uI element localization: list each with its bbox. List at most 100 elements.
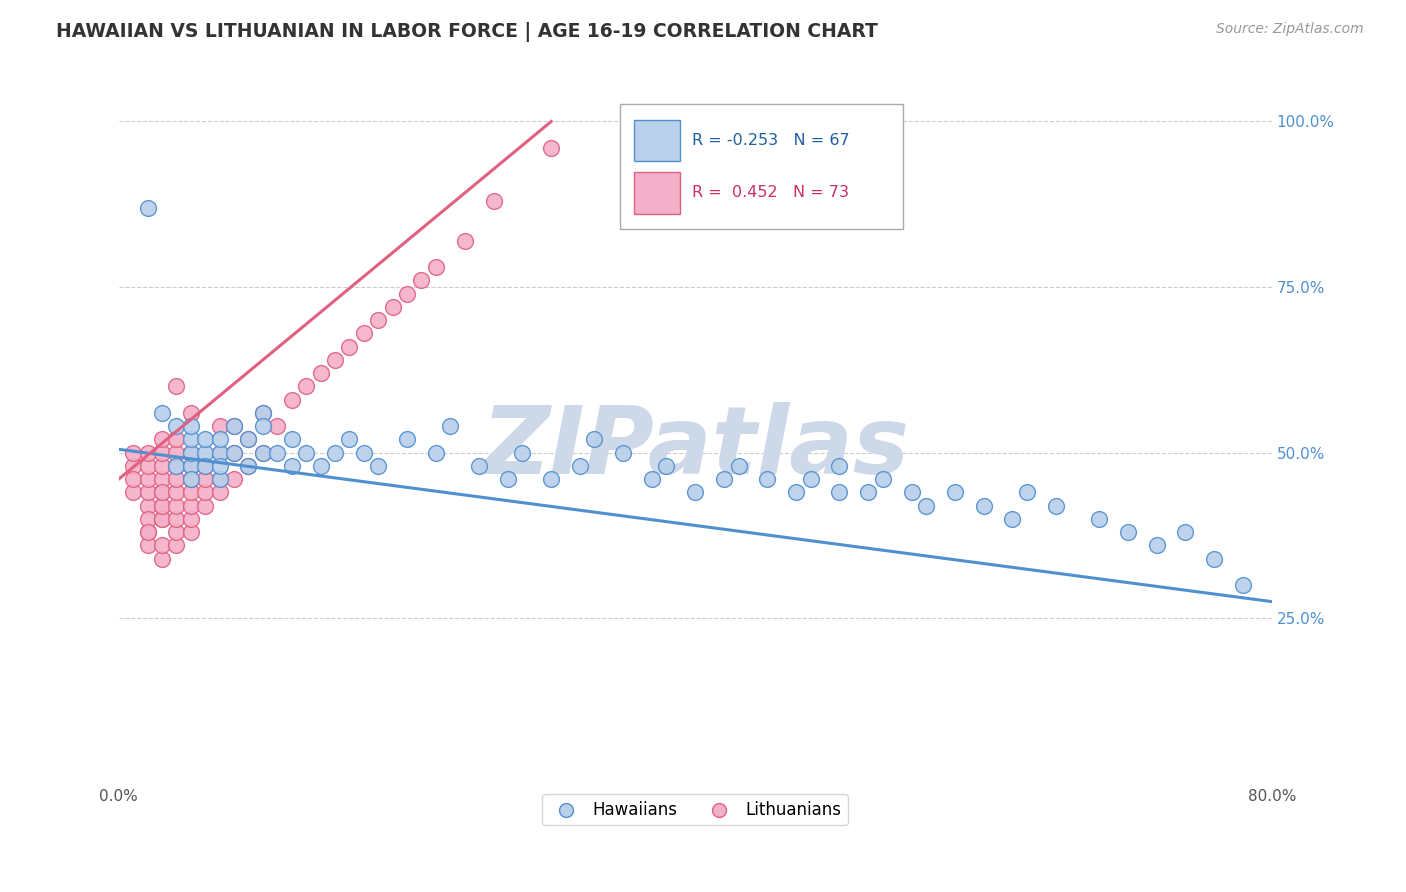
Point <box>150 445 173 459</box>
Point <box>280 458 302 473</box>
Point <box>136 485 159 500</box>
Point <box>136 512 159 526</box>
Point <box>208 445 231 459</box>
Point <box>150 512 173 526</box>
Point <box>180 458 202 473</box>
Point <box>381 300 404 314</box>
Point <box>323 352 346 367</box>
Point <box>1174 525 1197 540</box>
Point <box>540 472 562 486</box>
Point <box>238 458 260 473</box>
Point <box>641 472 664 486</box>
Point <box>828 485 851 500</box>
Point <box>165 458 187 473</box>
Point <box>900 485 922 500</box>
Point <box>180 458 202 473</box>
Point <box>266 419 288 434</box>
Point <box>165 458 187 473</box>
Text: HAWAIIAN VS LITHUANIAN IN LABOR FORCE | AGE 16-19 CORRELATION CHART: HAWAIIAN VS LITHUANIAN IN LABOR FORCE | … <box>56 22 879 42</box>
Point <box>122 458 145 473</box>
Point <box>858 485 880 500</box>
Point <box>180 512 202 526</box>
Bar <box>634 120 681 161</box>
Point <box>180 433 202 447</box>
Point <box>136 472 159 486</box>
Point <box>208 472 231 486</box>
Point <box>323 445 346 459</box>
Point <box>180 445 202 459</box>
Point <box>337 340 360 354</box>
Point <box>208 433 231 447</box>
Point <box>454 234 477 248</box>
Point <box>1045 499 1067 513</box>
Point <box>165 512 187 526</box>
Point <box>165 538 187 552</box>
Point <box>150 485 173 500</box>
Point <box>238 458 260 473</box>
Point <box>208 458 231 473</box>
Point <box>569 458 592 473</box>
Text: R =  0.452   N = 73: R = 0.452 N = 73 <box>692 186 849 201</box>
Point <box>180 472 202 486</box>
Point <box>150 538 173 552</box>
Point <box>612 445 634 459</box>
Point <box>337 433 360 447</box>
Point <box>194 458 217 473</box>
Point <box>655 458 678 473</box>
Point <box>252 419 274 434</box>
Point <box>150 406 173 420</box>
Point <box>165 499 187 513</box>
Point <box>915 499 938 513</box>
Point <box>150 472 173 486</box>
Point <box>1204 551 1226 566</box>
Point <box>685 485 707 500</box>
Point <box>180 485 202 500</box>
Point <box>540 141 562 155</box>
Point <box>136 538 159 552</box>
Point <box>122 472 145 486</box>
Point <box>1146 538 1168 552</box>
Point <box>180 525 202 540</box>
Point <box>280 433 302 447</box>
Point <box>136 201 159 215</box>
Point <box>785 485 807 500</box>
Point <box>165 445 187 459</box>
Point <box>353 326 375 341</box>
Point <box>194 433 217 447</box>
Point <box>222 472 245 486</box>
Point <box>280 392 302 407</box>
Point <box>512 445 534 459</box>
Point <box>1232 578 1254 592</box>
Point <box>252 445 274 459</box>
Point <box>165 433 187 447</box>
Point <box>439 419 461 434</box>
Point <box>973 499 995 513</box>
Point <box>583 433 606 447</box>
Point <box>136 458 159 473</box>
Point <box>208 419 231 434</box>
Point <box>180 406 202 420</box>
Point <box>208 445 231 459</box>
Text: Source: ZipAtlas.com: Source: ZipAtlas.com <box>1216 22 1364 37</box>
Point <box>295 445 318 459</box>
Point <box>309 366 332 380</box>
Point <box>872 472 894 486</box>
Point <box>150 512 173 526</box>
Point <box>136 525 159 540</box>
Point <box>150 499 173 513</box>
Point <box>713 472 735 486</box>
Point <box>165 525 187 540</box>
Point <box>194 472 217 486</box>
Point <box>425 260 447 275</box>
Point <box>222 445 245 459</box>
Point <box>165 472 187 486</box>
Point <box>482 194 505 208</box>
Point <box>180 499 202 513</box>
Point <box>309 458 332 473</box>
Point <box>150 499 173 513</box>
Text: ZIPatlas: ZIPatlas <box>481 401 910 493</box>
Point <box>395 286 418 301</box>
Point <box>266 445 288 459</box>
Point <box>222 445 245 459</box>
Point <box>194 445 217 459</box>
